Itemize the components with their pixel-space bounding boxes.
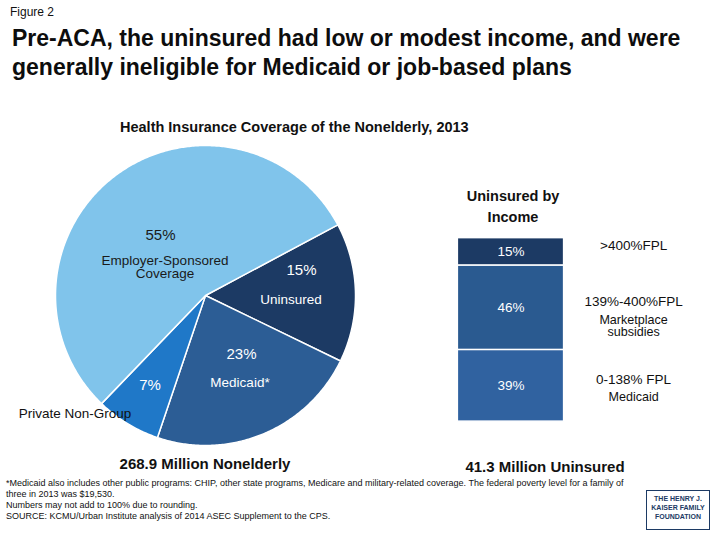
svg-text:Employer-SponsoredCoverage: Employer-SponsoredCoverage: [102, 253, 229, 282]
svg-text:Marketplacesubsidies: Marketplacesubsidies: [599, 313, 667, 340]
svg-text:39%: 39%: [497, 378, 524, 393]
html-text:Health Insurance Coverage of t: Health Insurance Coverage of the Nonelde…: [120, 119, 469, 135]
svg-text:Medicaid*: Medicaid*: [210, 375, 270, 390]
html-text:Figure 2: Figure 2: [10, 5, 54, 19]
svg-text:139%-400%FPL: 139%-400%FPL: [584, 294, 683, 309]
html-text:Uninsured by Income: Uninsured by Income: [466, 188, 560, 225]
svg-text:7%: 7%: [139, 376, 161, 393]
html-text:SOURCE: KCMU/Urban Institute a: SOURCE: KCMU/Urban Institute analysis of…: [6, 510, 331, 521]
svg-text:>400%FPL: >400%FPL: [600, 238, 668, 253]
svg-text:Medicaid: Medicaid: [608, 390, 658, 404]
html-text:41.3 Million Uninsured: 41.3 Million Uninsured: [465, 458, 625, 475]
html-text:Pre-ACA, the uninsured had low: Pre-ACA, the uninsured had low or modest…: [12, 25, 681, 81]
html-text:*Medicaid also includes other: *Medicaid also includes other public pro…: [6, 478, 624, 499]
svg-text:15%: 15%: [497, 244, 524, 259]
svg-text:55%: 55%: [145, 226, 175, 243]
svg-text:0-138% FPL: 0-138% FPL: [596, 372, 672, 387]
svg-text:Uninsured: Uninsured: [260, 292, 322, 307]
html-text:Numbers may not add to 100% du: Numbers may not add to 100% due to round…: [6, 499, 198, 510]
svg-text:15%: 15%: [286, 261, 316, 278]
svg-text:46%: 46%: [497, 300, 524, 315]
svg-text:23%: 23%: [226, 345, 256, 362]
html-text:THE HENRY J. KAISER FAMILY FOU: THE HENRY J. KAISER FAMILY FOUNDATION: [651, 495, 705, 520]
html-text:268.9 Million Nonelderly: 268.9 Million Nonelderly: [119, 455, 291, 472]
svg-text:Private Non-Group: Private Non-Group: [19, 406, 132, 421]
